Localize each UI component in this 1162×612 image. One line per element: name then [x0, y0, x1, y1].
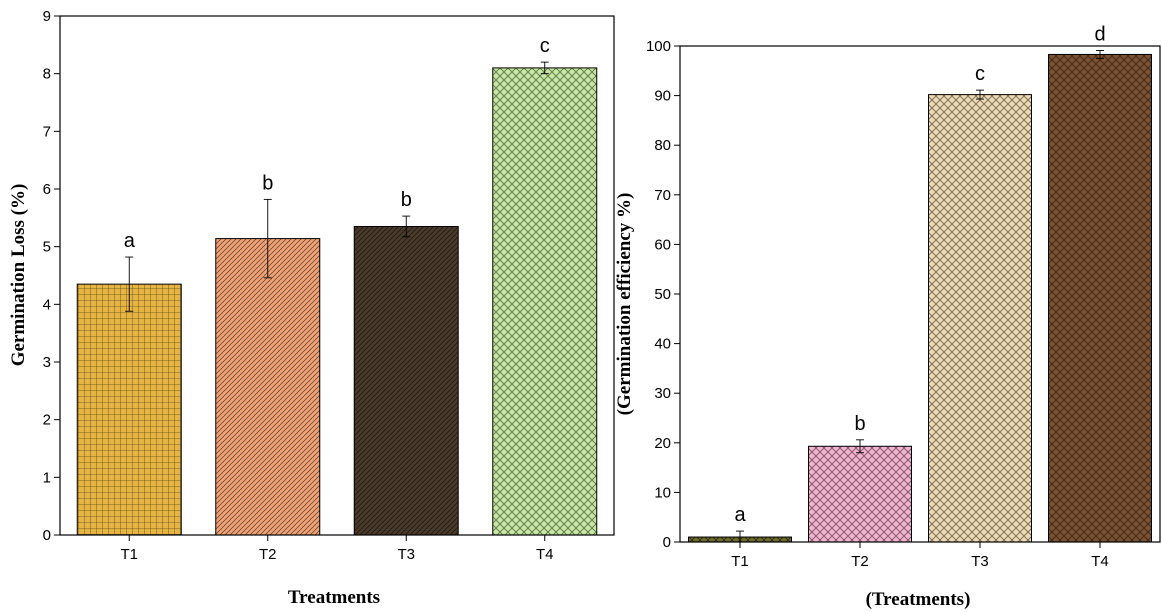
loss-y-tick-label-0: 0 [43, 527, 51, 544]
loss-x-ticks: T1 T2 T3 T4 [120, 535, 554, 563]
efficiency-y-ticks: 0 10 20 30 40 50 60 70 80 90 100 [646, 38, 680, 551]
loss-y-tick-label-3: 3 [43, 354, 51, 371]
efficiency-x-tick-label-t3: T3 [971, 553, 989, 570]
loss-x-axis-title: Treatments [288, 587, 380, 608]
efficiency-bar-pattern-t2 [808, 445, 912, 543]
efficiency-y-tick-label-100: 100 [646, 38, 671, 55]
efficiency-error-bars [736, 50, 1104, 543]
germination-loss-chart: a b b c 0 1 2 3 4 5 6 7 8 9 T1 T2 T3 T4 Treatments Germ… [8, 8, 615, 608]
efficiency-y-tick-label-0: 0 [663, 534, 671, 551]
loss-significance-label-t1: a [124, 230, 136, 252]
efficiency-significance-labels: a b c d [734, 23, 1105, 526]
loss-bars [76, 67, 598, 536]
efficiency-x-tick-label-t2: T2 [851, 553, 869, 570]
efficiency-y-tick-label-80: 80 [654, 137, 671, 154]
loss-significance-label-t4: c [540, 35, 550, 57]
efficiency-significance-label-t4: d [1094, 23, 1105, 45]
loss-significance-label-t3: b [401, 189, 412, 211]
efficiency-y-tick-label-50: 50 [654, 286, 671, 303]
loss-y-tick-label-9: 9 [43, 8, 51, 25]
loss-bar-pattern-t3 [353, 225, 459, 536]
loss-bar-pattern-t1 [76, 283, 182, 536]
efficiency-bar-pattern-t3 [928, 94, 1032, 543]
loss-y-ticks: 0 1 2 3 4 5 6 7 8 9 [43, 8, 60, 544]
loss-x-tick-label-t2: T2 [259, 546, 277, 563]
efficiency-y-tick-label-30: 30 [654, 385, 671, 402]
loss-bar-pattern-t4 [492, 67, 598, 536]
loss-x-tick-label-t1: T1 [120, 546, 138, 563]
efficiency-significance-label-t2: b [854, 413, 865, 435]
efficiency-x-tick-label-t1: T1 [731, 553, 749, 570]
efficiency-bars [688, 53, 1152, 543]
loss-plot-frame [59, 15, 615, 536]
loss-y-tick-label-7: 7 [43, 123, 51, 140]
efficiency-y-axis-title: (Germination efficiency %) [614, 193, 635, 416]
loss-significance-labels: a b b c [124, 35, 550, 252]
efficiency-x-axis-title: (Treatments) [866, 589, 971, 610]
efficiency-significance-label-t1: a [734, 504, 746, 526]
efficiency-bar-pattern-t4 [1048, 53, 1152, 543]
germination-efficiency-chart: a b c d 0 10 20 30 40 50 60 70 80 90 100 T1 T2 T3 T4 (Tr… [614, 23, 1161, 610]
efficiency-y-tick-label-90: 90 [654, 88, 671, 105]
efficiency-x-tick-label-t4: T4 [1091, 553, 1109, 570]
efficiency-significance-label-t3: c [975, 63, 985, 85]
loss-y-tick-label-4: 4 [43, 296, 51, 313]
efficiency-y-tick-label-10: 10 [654, 484, 671, 501]
loss-bar-pattern-t2 [215, 238, 321, 536]
loss-y-tick-label-1: 1 [43, 469, 51, 486]
loss-y-tick-label-2: 2 [43, 412, 51, 429]
efficiency-y-tick-label-60: 60 [654, 236, 671, 253]
efficiency-y-tick-label-70: 70 [654, 187, 671, 204]
efficiency-y-tick-label-20: 20 [654, 435, 671, 452]
efficiency-x-ticks: T1 T2 T3 T4 [731, 542, 1109, 570]
loss-error-bars [125, 61, 549, 312]
loss-y-tick-label-6: 6 [43, 181, 51, 198]
loss-significance-label-t2: b [262, 172, 273, 194]
loss-y-tick-label-8: 8 [43, 66, 51, 83]
efficiency-plot-frame [679, 45, 1161, 543]
loss-y-axis-title: Germination Loss (%) [8, 184, 29, 367]
efficiency-y-tick-label-40: 40 [654, 336, 671, 353]
loss-y-tick-label-5: 5 [43, 239, 51, 256]
loss-x-tick-label-t4: T4 [536, 546, 554, 563]
loss-x-tick-label-t3: T3 [397, 546, 415, 563]
